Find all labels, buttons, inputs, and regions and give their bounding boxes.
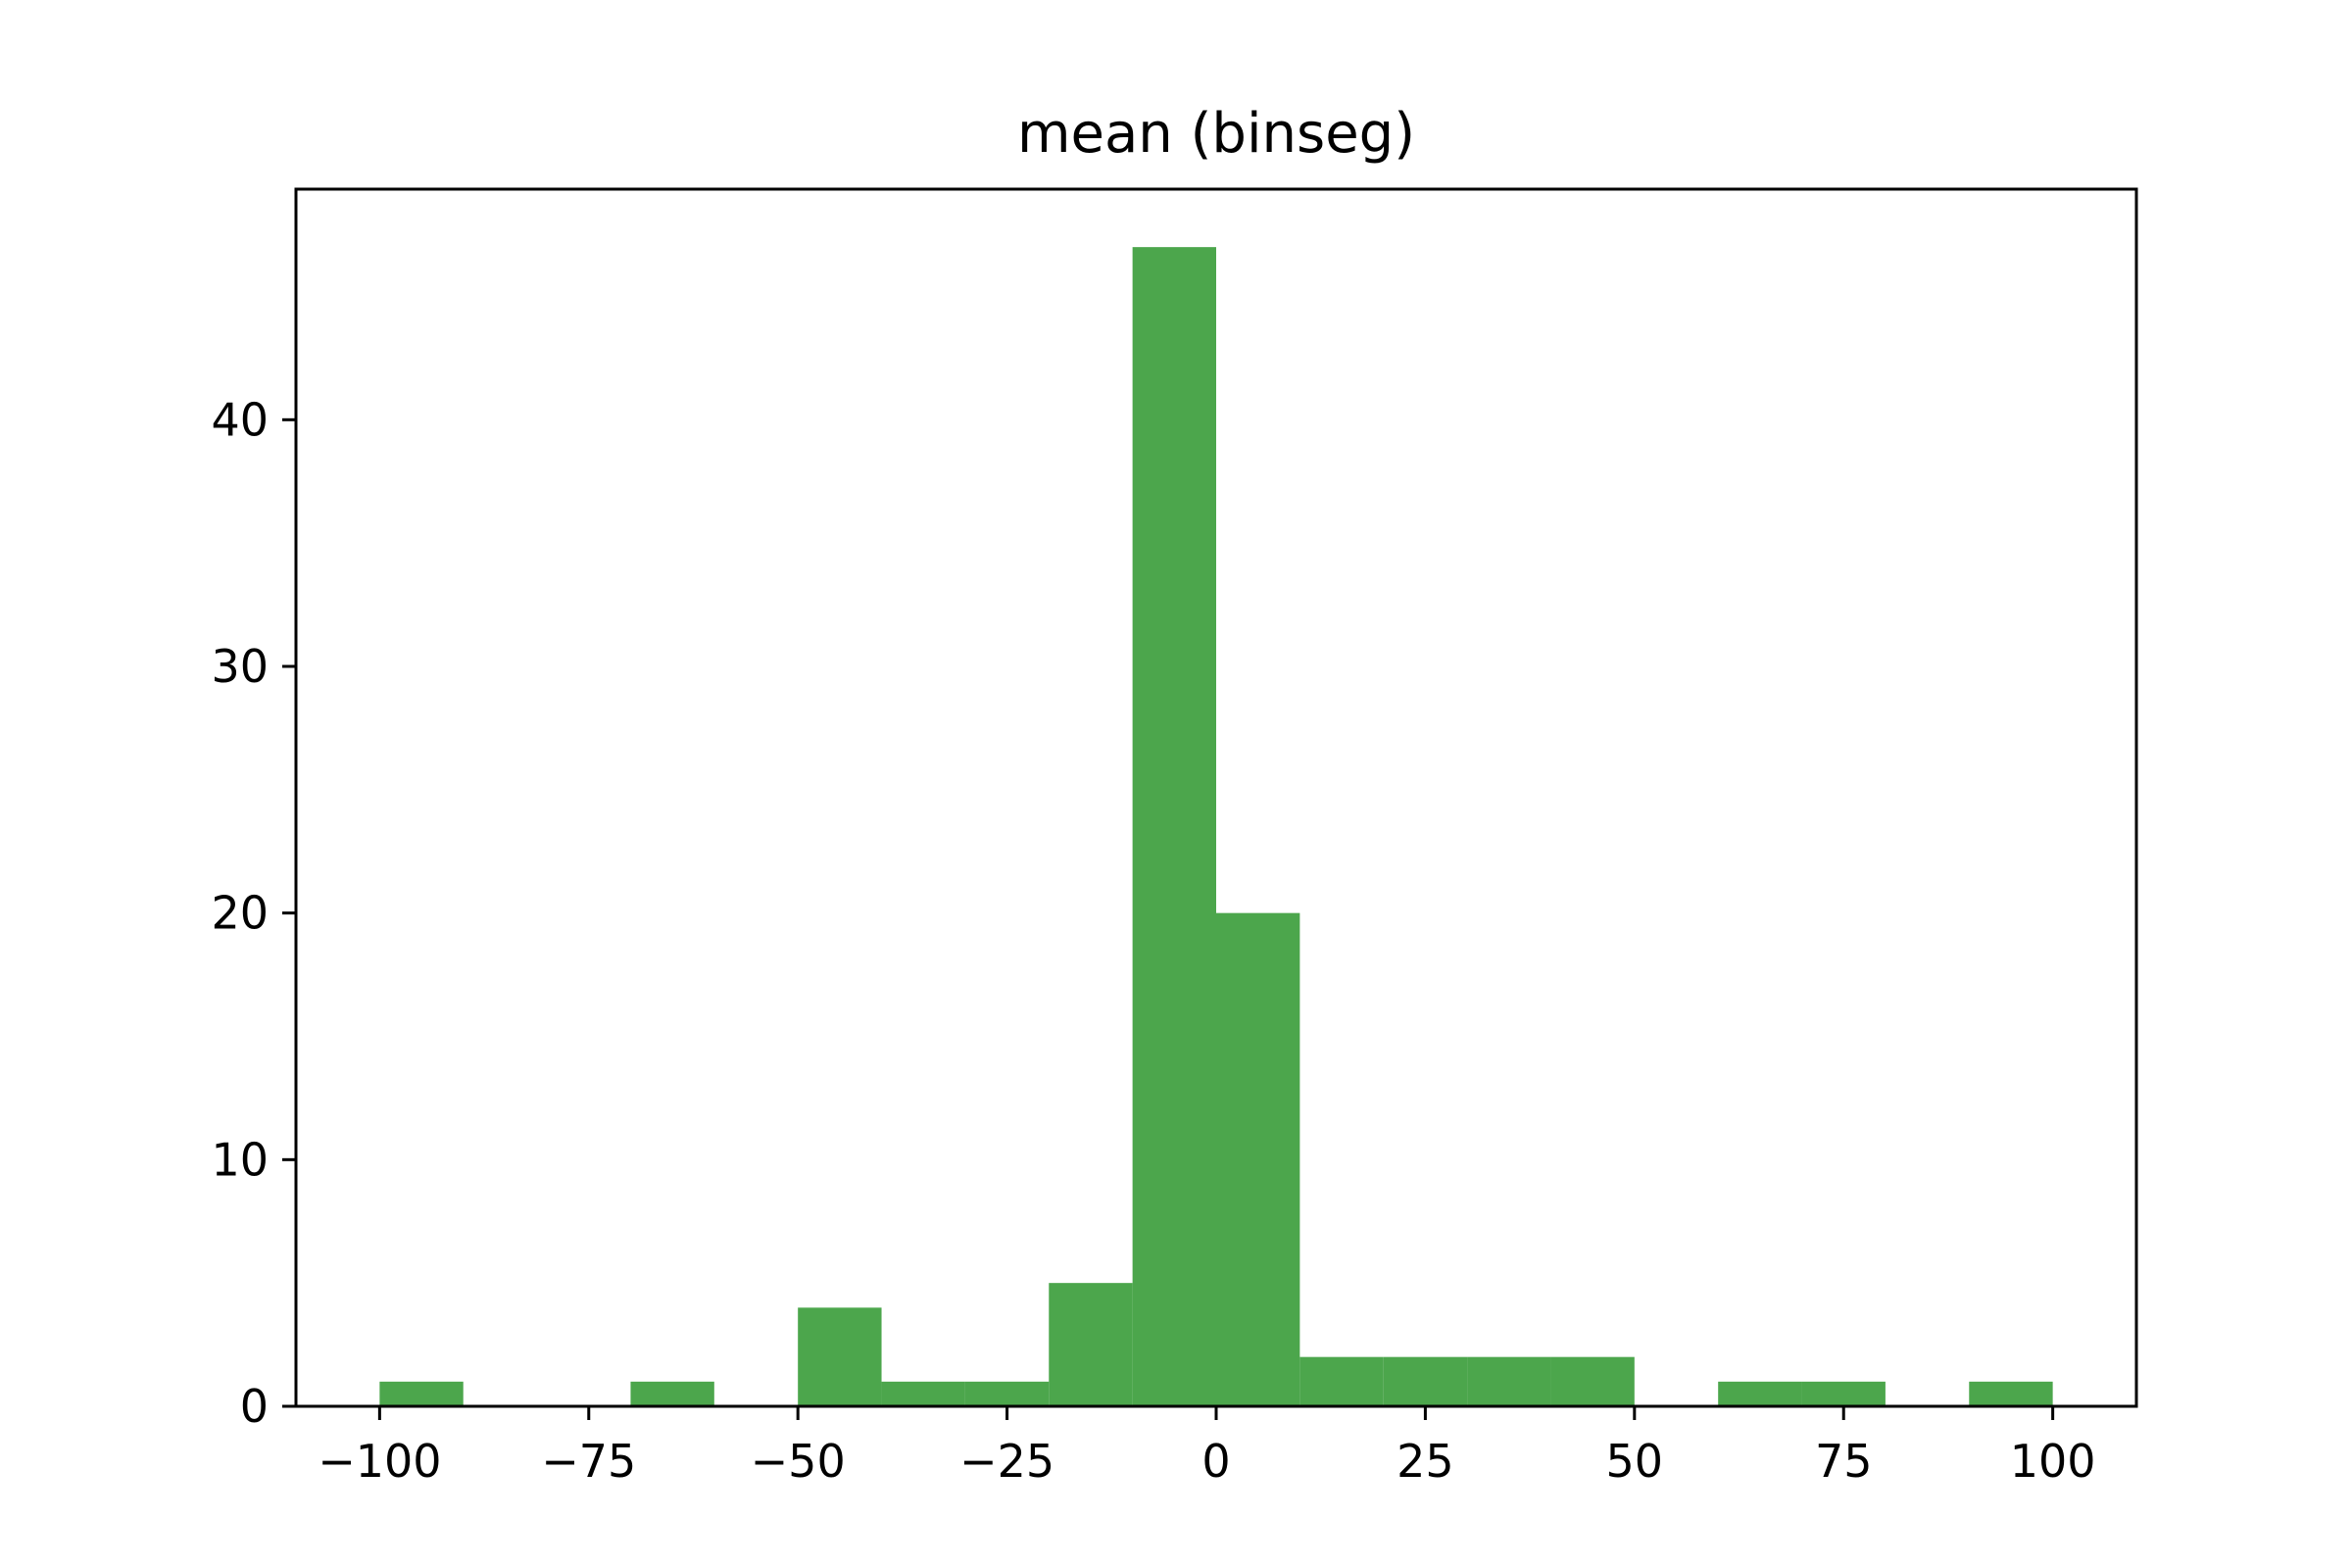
y-tick-label: 10 [211,1133,269,1186]
histogram-bar [1550,1356,1635,1406]
x-tick-label: 100 [2010,1435,2096,1488]
x-tick-label: −100 [318,1435,441,1488]
y-tick-label: 40 [211,393,269,446]
histogram-bar [798,1307,882,1406]
y-axis-ticks: 0 10 20 30 40 [211,393,296,1433]
y-tick-label: 0 [240,1380,269,1433]
x-axis-ticks: −100 −75 −50 −25 0 25 50 75 100 [318,1406,2096,1488]
histogram-bar [630,1381,714,1406]
histogram-bar [1718,1381,1802,1406]
histogram-bar [1969,1381,2053,1406]
x-tick-label: −50 [751,1435,846,1488]
bars-group [379,247,2053,1407]
chart-title: mean (binseg) [1017,102,1415,166]
histogram-bar [1299,1356,1384,1406]
x-tick-label: 75 [1815,1435,1873,1488]
histogram-bar [881,1381,965,1406]
histogram-bar [1216,912,1300,1406]
histogram-bar [379,1381,464,1406]
histogram-bar [1383,1356,1468,1406]
plot-frame [294,187,2138,1408]
histogram-bar [964,1381,1050,1406]
histogram-bar [1132,247,1216,1407]
x-tick-label: 0 [1201,1435,1230,1488]
y-tick-label: 20 [211,887,269,940]
x-tick-label: 25 [1396,1435,1454,1488]
x-tick-label: −75 [541,1435,636,1488]
y-tick-label: 30 [211,640,269,693]
histogram-bar [1049,1283,1133,1406]
x-tick-label: −25 [959,1435,1054,1488]
histogram-bar [1467,1356,1551,1406]
x-tick-label: 50 [1606,1435,1664,1488]
histogram-bar [1801,1381,1886,1406]
